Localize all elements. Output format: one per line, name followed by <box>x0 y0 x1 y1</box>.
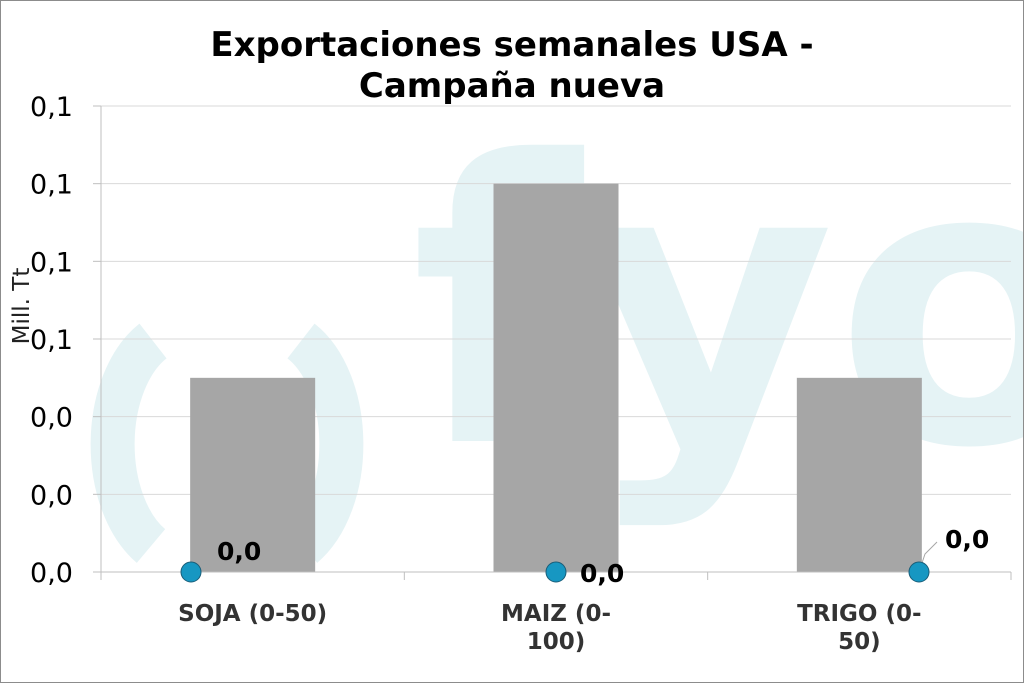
chart-title: Exportaciones semanales USA - <box>210 25 813 65</box>
scatter-point <box>180 561 202 583</box>
bar <box>493 183 619 572</box>
scatter-point <box>908 561 930 583</box>
data-label: 0,0 <box>217 537 261 566</box>
watermark-paren-left <box>90 323 168 563</box>
y-tick-label: 0,1 <box>30 170 73 201</box>
scatter-point <box>545 561 567 583</box>
watermark-paren-right <box>286 323 364 563</box>
data-label: 0,0 <box>580 559 624 588</box>
y-tick-label: 0,0 <box>30 558 73 589</box>
data-label: 0,0 <box>945 525 989 554</box>
y-tick-label: 0,0 <box>30 480 73 511</box>
x-tick-label: 50) <box>838 629 881 655</box>
y-tick-label: 0,1 <box>30 92 73 123</box>
x-tick-label: SOJA (0-50) <box>178 601 327 627</box>
x-tick-label: TRIGO (0- <box>797 601 921 627</box>
x-tick-label: 100) <box>527 629 586 655</box>
chart-title: Campaña nueva <box>359 66 665 106</box>
y-tick-label: 0,0 <box>30 403 73 434</box>
y-tick-label: 0,1 <box>30 247 73 278</box>
y-axis-title: Mill. Tt <box>9 268 35 345</box>
bar <box>796 377 922 572</box>
x-tick-label: MAIZ (0- <box>501 601 611 627</box>
bar <box>190 377 316 572</box>
y-tick-label: 0,1 <box>30 325 73 356</box>
